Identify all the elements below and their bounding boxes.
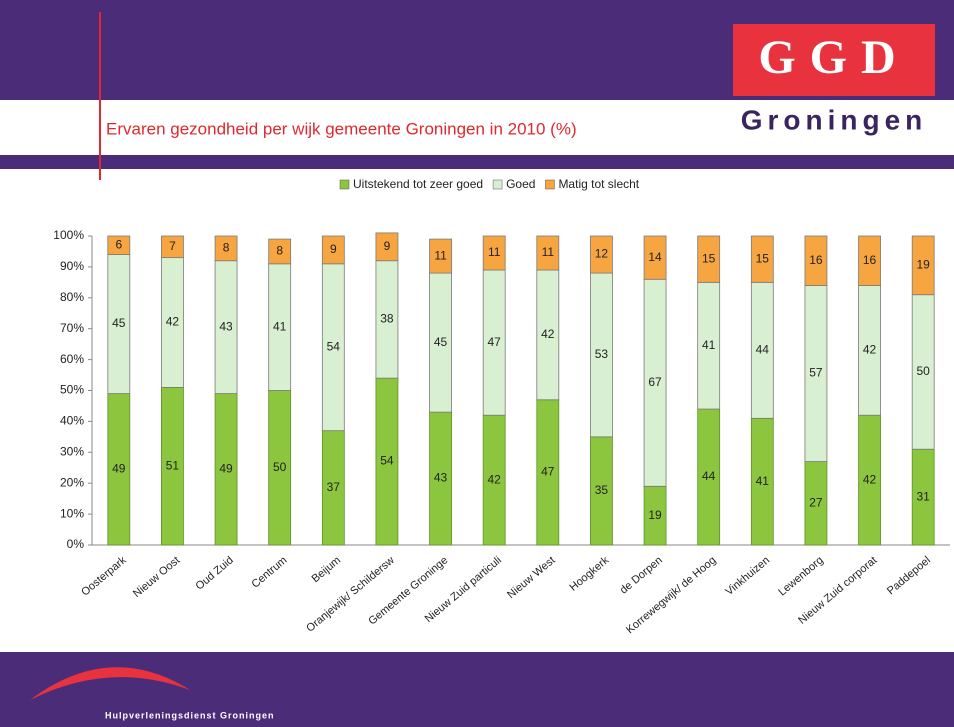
y-tick-label: 100% bbox=[53, 228, 84, 242]
bar-segment bbox=[321, 235, 345, 265]
data-label: 9 bbox=[384, 239, 391, 253]
bar-segment bbox=[643, 235, 667, 280]
bar-segment bbox=[697, 235, 721, 283]
data-label: 42 bbox=[541, 327, 555, 341]
data-label: 41 bbox=[273, 319, 287, 333]
bar-segment bbox=[590, 235, 613, 274]
legend-swatch bbox=[545, 179, 555, 190]
data-label: 37 bbox=[327, 480, 341, 494]
y-tick-label: 40% bbox=[60, 414, 84, 428]
data-label: 42 bbox=[863, 472, 877, 486]
bar-segment bbox=[482, 235, 506, 271]
data-label: 9 bbox=[330, 242, 337, 256]
data-label: 67 bbox=[648, 375, 662, 389]
legend-swatch bbox=[339, 179, 350, 190]
mid-band bbox=[0, 155, 954, 169]
bar-segment bbox=[536, 235, 560, 271]
data-label: 44 bbox=[756, 343, 770, 357]
data-label: 57 bbox=[809, 366, 823, 380]
data-label: 38 bbox=[380, 312, 394, 326]
data-label: 6 bbox=[115, 237, 122, 251]
footer-band bbox=[0, 652, 954, 727]
data-label: 11 bbox=[542, 245, 555, 259]
footer-logo bbox=[30, 667, 190, 700]
bar-segment bbox=[750, 235, 774, 283]
y-tick-label: 80% bbox=[60, 290, 84, 304]
data-label: 47 bbox=[488, 335, 502, 349]
data-label: 7 bbox=[169, 239, 176, 253]
data-label: 41 bbox=[756, 474, 770, 488]
data-label: 54 bbox=[327, 339, 341, 353]
data-label: 27 bbox=[809, 495, 823, 509]
data-label: 50 bbox=[917, 364, 931, 378]
data-label: 47 bbox=[541, 465, 555, 479]
data-label: 15 bbox=[756, 251, 770, 265]
data-label: 49 bbox=[112, 461, 126, 475]
bar-segment bbox=[161, 235, 184, 259]
logo-box bbox=[733, 24, 935, 96]
data-label: 31 bbox=[917, 489, 931, 503]
y-tick-label: 90% bbox=[60, 259, 84, 273]
data-label: 42 bbox=[863, 343, 877, 357]
data-label: 19 bbox=[648, 508, 662, 522]
footer-text: Hulpverleningsdienst Groningen bbox=[105, 710, 275, 720]
bar-segment bbox=[375, 232, 399, 262]
data-label: 35 bbox=[595, 483, 609, 497]
data-label: 11 bbox=[488, 245, 501, 259]
data-label: 42 bbox=[488, 472, 502, 486]
y-tick-label: 60% bbox=[60, 352, 84, 366]
data-label: 50 bbox=[273, 460, 287, 474]
bar-segment bbox=[268, 238, 292, 265]
legend-label: Matig tot slecht bbox=[558, 177, 639, 191]
logo-sub: Groningen bbox=[741, 104, 928, 135]
legend-label: Goed bbox=[506, 177, 535, 191]
bar-segment bbox=[107, 235, 131, 255]
data-label: 41 bbox=[702, 338, 716, 352]
data-label: 14 bbox=[648, 250, 662, 264]
data-label: 11 bbox=[434, 248, 447, 262]
data-label: 44 bbox=[702, 469, 716, 483]
y-tick-label: 50% bbox=[60, 383, 84, 397]
data-label: 42 bbox=[166, 315, 180, 329]
data-label: 8 bbox=[276, 244, 283, 258]
y-tick-label: 0% bbox=[67, 537, 85, 551]
bar-segment bbox=[911, 235, 935, 296]
data-label: 45 bbox=[112, 316, 126, 330]
data-label: 16 bbox=[809, 253, 823, 267]
bar-segment bbox=[804, 235, 828, 286]
bar-segment bbox=[214, 235, 238, 262]
data-label: 15 bbox=[702, 251, 716, 265]
data-label: 16 bbox=[863, 253, 877, 267]
data-label: 53 bbox=[595, 347, 609, 361]
data-label: 49 bbox=[219, 461, 233, 475]
bar-segment bbox=[858, 235, 881, 286]
logo: GGD bbox=[758, 31, 909, 84]
y-tick-label: 10% bbox=[60, 506, 84, 520]
y-tick-label: 30% bbox=[60, 444, 84, 458]
legend-label: Uitstekend tot zeer goed bbox=[353, 177, 483, 191]
bar-segment bbox=[429, 238, 452, 274]
chart-title: Ervaren gezondheid per wijk gemeente Gro… bbox=[106, 119, 577, 138]
data-label: 43 bbox=[434, 471, 448, 485]
y-tick-label: 70% bbox=[60, 321, 84, 335]
data-label: 43 bbox=[219, 319, 233, 333]
data-label: 51 bbox=[166, 458, 180, 472]
y-tick-label: 20% bbox=[60, 475, 84, 489]
legend-swatch bbox=[492, 179, 503, 190]
data-label: 54 bbox=[380, 454, 394, 468]
data-label: 45 bbox=[434, 335, 448, 349]
data-label: 8 bbox=[223, 241, 230, 255]
data-label: 12 bbox=[595, 247, 609, 261]
data-label: 19 bbox=[917, 258, 931, 272]
